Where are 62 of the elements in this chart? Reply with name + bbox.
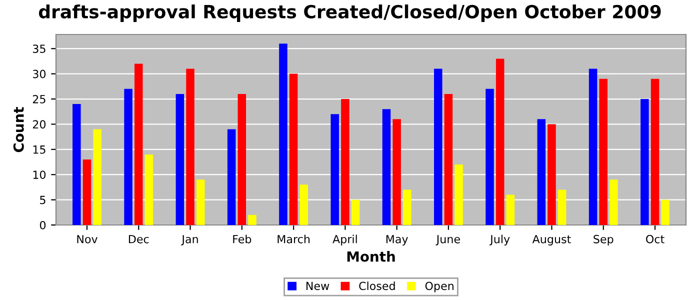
bar [506, 194, 515, 225]
x-tick-label: July [490, 234, 510, 246]
bar [444, 94, 453, 225]
x-tick-label: Sep [594, 234, 614, 246]
bar [382, 109, 391, 225]
x-tick-label: Nov [77, 235, 98, 244]
bar [196, 180, 205, 225]
bar [248, 214, 256, 225]
legend-label: Open [425, 282, 454, 292]
x-tick-label: Oct [646, 234, 664, 244]
bar [176, 94, 184, 225]
bar [650, 78, 660, 225]
bar [134, 64, 143, 225]
x-tick-label: June [436, 235, 460, 246]
bar [486, 88, 494, 225]
x-tick-label: March [278, 234, 310, 244]
bar [392, 119, 401, 225]
y-axis-title: Count [13, 106, 24, 152]
y-tick-label: 10 [33, 170, 46, 179]
bar [588, 68, 598, 225]
bar [124, 88, 132, 225]
x-tick-label: May [386, 235, 408, 246]
bar [341, 99, 350, 225]
bar [537, 119, 546, 225]
bar [599, 78, 608, 225]
x-tick-label: Feb [233, 234, 252, 244]
x-tick-label: Dec [128, 235, 149, 244]
x-axis-title: Month [347, 251, 395, 262]
bar [227, 129, 236, 225]
y-tick-label: 15 [33, 146, 46, 154]
bar [330, 114, 339, 225]
bar [640, 99, 649, 225]
bar [661, 200, 670, 225]
legend-label: New [306, 282, 330, 290]
y-tick-label: 20 [32, 120, 46, 129]
chart-title: drafts-approval Requests Created/Closed/Open October 2009 [38, 4, 661, 22]
bar [289, 74, 298, 225]
x-tick-label: Jan [181, 235, 198, 246]
bar [144, 154, 154, 225]
bar [434, 68, 442, 225]
bar [496, 58, 504, 225]
y-tick-label: 5 [40, 196, 46, 204]
bar [548, 124, 556, 225]
bar [82, 159, 92, 225]
bar [186, 68, 194, 225]
y-tick-label: 30 [32, 70, 46, 78]
bar [558, 190, 566, 225]
bar [351, 200, 360, 225]
bar [238, 94, 246, 225]
x-tick-label: August [532, 235, 571, 246]
bar [300, 184, 308, 225]
y-tick-label: 25 [32, 94, 46, 104]
bar [72, 104, 81, 225]
bar [454, 164, 463, 225]
bar [279, 44, 288, 225]
bar [403, 190, 412, 225]
bar [93, 129, 102, 225]
y-tick-label: 0 [40, 220, 46, 230]
legend-label: Closed [359, 282, 395, 290]
bar [610, 180, 618, 225]
x-tick-label: April [332, 234, 357, 246]
y-tick-label: 35 [32, 44, 46, 53]
